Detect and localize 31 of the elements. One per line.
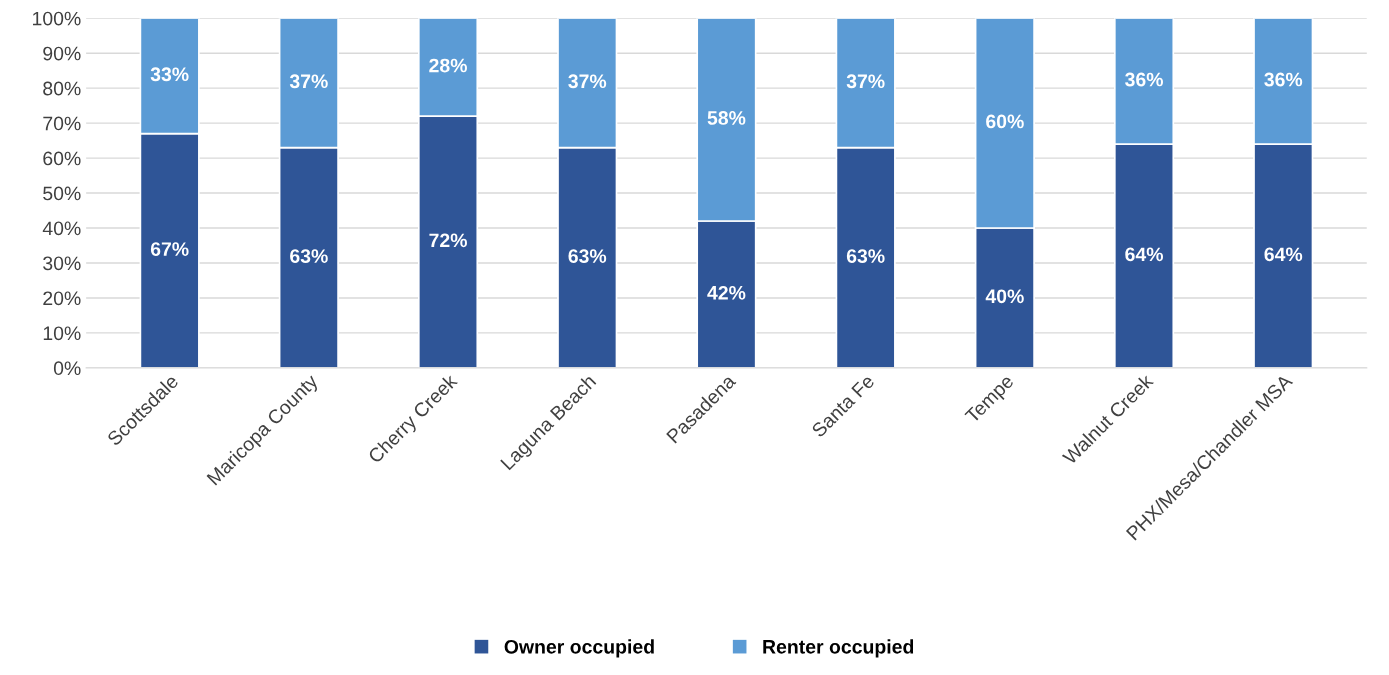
y-tick-label: 0% xyxy=(53,361,81,376)
y-tick-label: 10% xyxy=(43,326,81,341)
y-tick-label: 60% xyxy=(43,151,81,166)
data-label: 28% xyxy=(429,58,467,73)
y-tick-label: 80% xyxy=(43,81,81,96)
data-label: 72% xyxy=(429,233,467,248)
data-label: 63% xyxy=(290,249,328,263)
y-tick-label: 100% xyxy=(33,11,81,26)
data-label: 40% xyxy=(985,289,1024,304)
data-label: 37% xyxy=(846,74,885,89)
data-label: 36% xyxy=(1125,72,1163,87)
data-label: 58% xyxy=(707,111,746,125)
data-label: 42% xyxy=(707,285,746,300)
data-label: 33% xyxy=(150,67,189,82)
y-tick-label: 50% xyxy=(43,186,81,201)
y-tick-label: 90% xyxy=(43,46,81,61)
data-label: 63% xyxy=(846,249,885,263)
data-label: 37% xyxy=(568,74,607,89)
data-label: 67% xyxy=(150,242,189,256)
data-label: 63% xyxy=(568,249,607,263)
data-label: 37% xyxy=(289,74,328,89)
data-label: 60% xyxy=(986,114,1024,129)
y-tick-label: 40% xyxy=(42,221,81,236)
y-tick-label: 20% xyxy=(43,291,81,306)
data-label: 64% xyxy=(1125,247,1163,262)
y-tick-label: 70% xyxy=(43,116,81,131)
data-label: 64% xyxy=(1264,247,1303,262)
y-tick-label: 30% xyxy=(43,256,81,271)
legend-label: Owner occupied xyxy=(504,639,654,658)
legend-label: Renter occupied xyxy=(763,639,914,658)
data-label: 36% xyxy=(1264,72,1303,87)
